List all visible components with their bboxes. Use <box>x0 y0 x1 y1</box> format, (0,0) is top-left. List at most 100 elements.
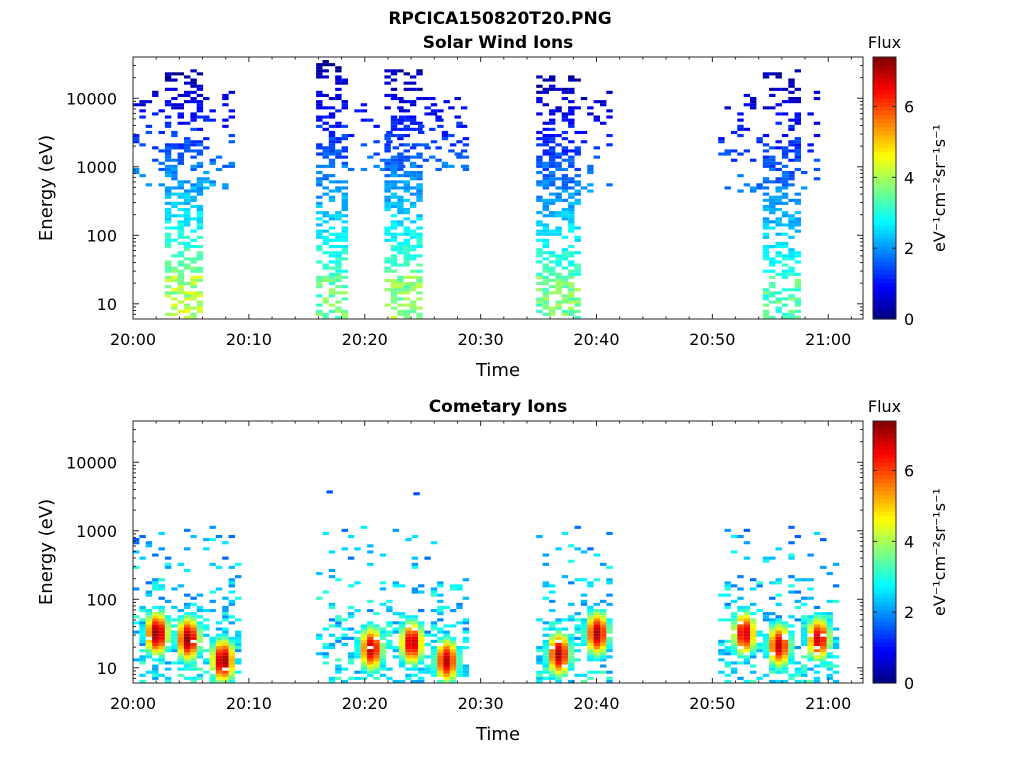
cometary-cell <box>449 649 457 653</box>
solar-wind-cell <box>196 164 204 168</box>
solar-wind-cell <box>316 303 323 307</box>
cometary-cell <box>152 618 159 622</box>
solar-wind-cell <box>769 257 776 261</box>
solar-wind-cell <box>328 245 336 249</box>
cometary-cell <box>542 670 549 674</box>
solar-wind-cell <box>454 97 461 101</box>
cometary-cell <box>730 624 738 628</box>
cometary-cell <box>775 646 782 650</box>
cometary-cell <box>730 618 738 622</box>
solar-wind-cell <box>606 109 613 113</box>
solar-wind-cell <box>397 161 404 165</box>
solar-wind-cell <box>775 223 782 227</box>
solar-wind-cell <box>750 189 757 193</box>
cometary-cell <box>593 602 600 606</box>
solar-wind-cell <box>171 238 178 242</box>
solar-wind-cell <box>775 180 782 184</box>
cometary-cell <box>215 679 223 683</box>
cometary-cell <box>462 664 470 668</box>
solar-wind-cell <box>769 195 776 199</box>
cometary-cell <box>801 627 808 631</box>
solar-wind-cell <box>316 278 323 282</box>
cometary-cell <box>542 649 549 653</box>
solar-wind-cell <box>171 201 178 205</box>
solar-wind-cell <box>409 115 417 119</box>
solar-wind-cell <box>781 223 789 227</box>
solar-wind-cell <box>184 198 191 202</box>
solar-wind-cell <box>164 115 172 119</box>
solar-wind-cell <box>145 130 153 134</box>
cometary-cell <box>354 609 361 613</box>
cometary-cell <box>430 593 438 597</box>
solar-wind-colorbar-swatch <box>873 118 896 124</box>
cometary-cell <box>536 679 543 683</box>
cometary-cell <box>184 639 191 643</box>
cometary-cell <box>813 670 821 674</box>
cometary-cell <box>424 664 431 668</box>
cometary-cell <box>555 627 562 631</box>
cometary-cell <box>775 655 782 659</box>
cometary-cell <box>158 621 165 625</box>
solar-wind-colorbar-swatch <box>873 167 896 173</box>
solar-wind-cell <box>775 245 782 249</box>
cometary-cell <box>788 584 795 588</box>
solar-wind-cell <box>403 208 410 212</box>
cometary-cell <box>826 572 833 576</box>
cometary-cell <box>743 636 751 640</box>
cometary-cell <box>561 649 569 653</box>
cometary-cell <box>184 649 191 653</box>
cometary-cell <box>781 664 789 668</box>
cometary-cell <box>411 633 419 637</box>
cometary-cell <box>322 646 329 650</box>
solar-wind-cell <box>762 254 770 258</box>
cometary-cell <box>228 661 235 665</box>
solar-wind-cell <box>316 164 323 168</box>
solar-wind-cell <box>196 294 204 298</box>
solar-wind-cell <box>561 130 569 134</box>
solar-wind-cell <box>769 294 776 298</box>
solar-wind-colorbar-tick-label: 0 <box>904 310 914 329</box>
cometary-cell <box>209 673 216 677</box>
cometary-cell <box>542 664 549 668</box>
cometary-cell <box>593 609 600 613</box>
solar-wind-cell <box>164 245 172 249</box>
cometary-cell <box>145 544 153 548</box>
cometary-cell <box>177 667 184 671</box>
cometary-cell <box>587 618 594 622</box>
cometary-cell <box>449 670 457 674</box>
solar-wind-cell <box>448 164 455 168</box>
cometary-cell <box>164 556 172 560</box>
cometary-cell <box>750 630 757 634</box>
solar-wind-cell <box>384 143 391 147</box>
cometary-cell <box>750 618 757 622</box>
cometary-cell <box>743 605 751 609</box>
cometary-cell <box>600 624 607 628</box>
solar-wind-cell <box>549 183 556 187</box>
cometary-cell <box>580 673 588 677</box>
solar-wind-cell <box>409 87 417 91</box>
cometary-cell <box>196 633 204 637</box>
solar-wind-cell <box>561 297 569 301</box>
cometary-cell <box>152 667 159 671</box>
solar-wind-cell <box>190 269 197 273</box>
solar-wind-cell <box>416 186 423 190</box>
solar-wind-cell <box>769 220 776 224</box>
solar-wind-colorbar-swatch <box>873 114 896 119</box>
cometary-cell <box>152 642 159 646</box>
solar-wind-cell <box>171 192 178 196</box>
cometary-cell <box>177 618 184 622</box>
cometary-cell <box>196 636 204 640</box>
cometary-cell <box>228 581 235 585</box>
cometary-cell <box>593 642 600 646</box>
solar-wind-cell <box>775 251 782 255</box>
solar-wind-cell <box>561 137 569 141</box>
solar-wind-colorbar-swatch <box>873 61 896 66</box>
solar-wind-cell <box>416 282 423 286</box>
cometary-cell <box>392 581 399 585</box>
solar-wind-cell <box>409 220 417 224</box>
cometary-cell <box>411 673 419 677</box>
solar-wind-cell <box>397 285 404 289</box>
cometary-cell <box>145 627 153 631</box>
solar-wind-cell <box>397 158 404 162</box>
cometary-cell <box>724 581 731 585</box>
